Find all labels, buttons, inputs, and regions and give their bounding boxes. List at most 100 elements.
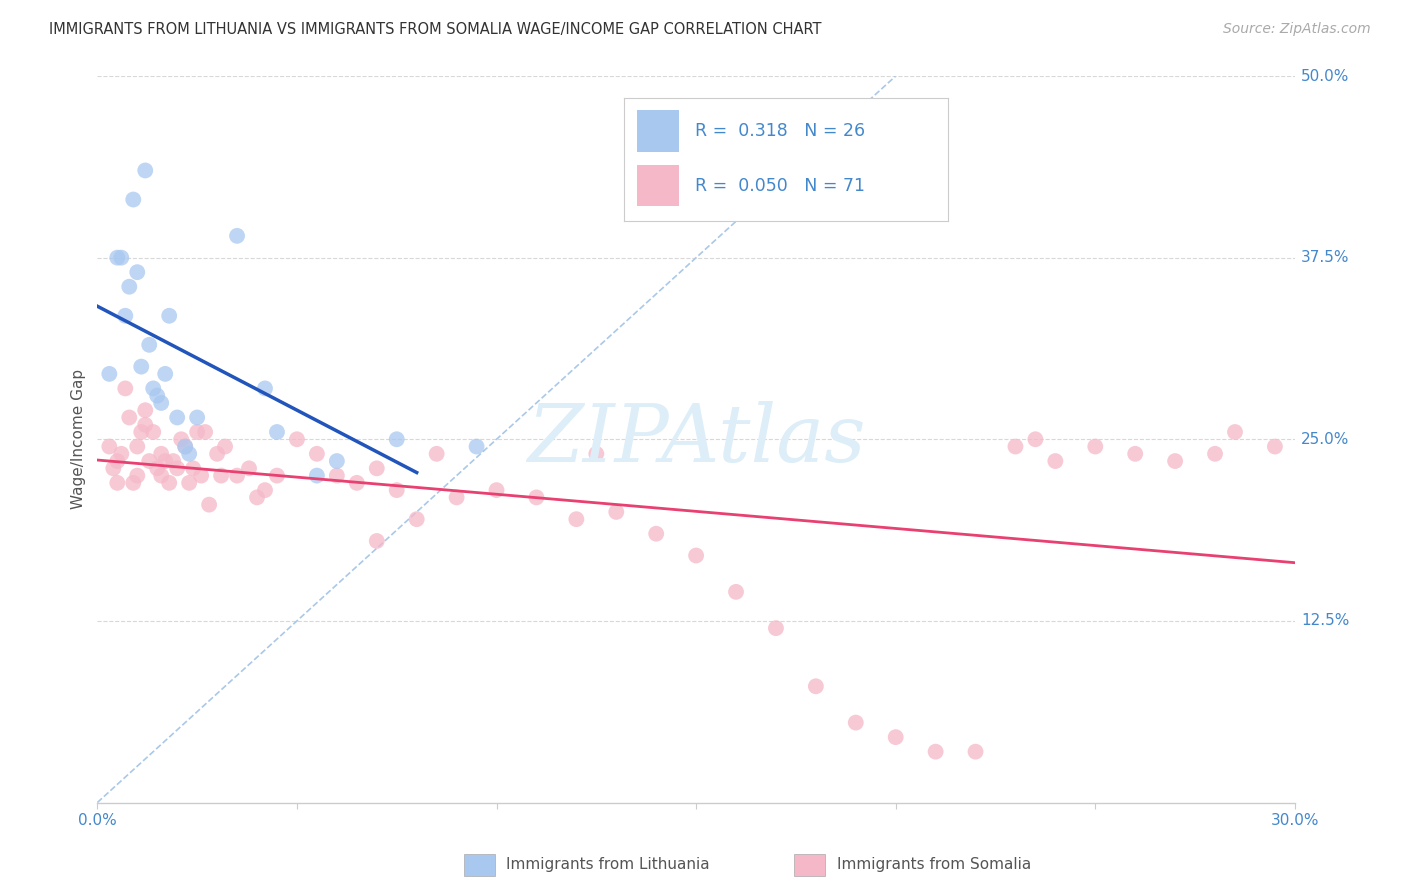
Point [605,505,627,519]
Point [804,679,827,693]
Point [884,730,907,744]
Point [209,468,232,483]
Text: IMMIGRANTS FROM LITHUANIA VS IMMIGRANTS FROM SOMALIA WAGE/INCOME GAP CORRELATION: IMMIGRANTS FROM LITHUANIA VS IMMIGRANTS … [49,22,821,37]
Text: 25.0%: 25.0% [1301,432,1350,447]
Text: Immigrants from Lithuania: Immigrants from Lithuania [506,857,710,872]
Point [1004,440,1026,454]
Point [98,367,121,381]
Point [179,475,201,490]
Point [110,251,132,265]
Point [465,440,488,454]
Point [1123,447,1146,461]
Point [526,491,548,505]
Point [326,468,349,483]
Point [186,425,208,439]
Point [446,491,468,505]
Text: Immigrants from Somalia: Immigrants from Somalia [837,857,1031,872]
Point [253,381,276,395]
Point [366,461,388,475]
Point [150,396,173,410]
Point [174,440,197,454]
Point [118,279,141,293]
Point [924,745,946,759]
Point [127,468,149,483]
Point [226,228,249,243]
Text: Source: ZipAtlas.com: Source: ZipAtlas.com [1223,22,1371,37]
Point [246,491,269,505]
Point [105,251,128,265]
Point [485,483,508,497]
Point [1223,425,1246,439]
Text: 12.5%: 12.5% [1301,614,1350,628]
Point [205,447,228,461]
Point [134,163,156,178]
Point [174,440,197,454]
Point [122,193,145,207]
Point [266,468,288,483]
Point [150,447,173,461]
Point [150,468,173,483]
Point [146,461,169,475]
Point [1204,447,1226,461]
Point [285,432,308,446]
Point [142,381,165,395]
Point [194,425,217,439]
Point [190,468,212,483]
Point [346,475,368,490]
Point [138,338,160,352]
Point [134,403,156,417]
Point [198,498,221,512]
Point [98,440,121,454]
Point [585,447,607,461]
Point [238,461,260,475]
Point [142,425,165,439]
Point [765,621,787,635]
Point [965,745,987,759]
Point [105,475,128,490]
Point [1045,454,1067,468]
Text: 50.0%: 50.0% [1301,69,1350,84]
Point [114,309,136,323]
Point [845,715,868,730]
Point [127,265,149,279]
Point [305,447,328,461]
Point [129,425,152,439]
Text: ZIPAtlas: ZIPAtlas [527,401,865,478]
Point [1264,440,1286,454]
Point [186,410,208,425]
Point [253,483,276,497]
Point [405,512,427,526]
Point [146,389,169,403]
Point [170,432,193,446]
Point [122,475,145,490]
Point [166,461,188,475]
Point [724,584,747,599]
Point [685,549,707,563]
Point [157,309,180,323]
Point [181,461,204,475]
Point [155,367,177,381]
Point [155,454,177,468]
Point [179,447,201,461]
Point [426,447,449,461]
Point [266,425,288,439]
Y-axis label: Wage/Income Gap: Wage/Income Gap [72,369,86,509]
Point [1084,440,1107,454]
Point [214,440,236,454]
Point [385,432,408,446]
Point [118,410,141,425]
Point [1164,454,1187,468]
Point [166,410,188,425]
Point [114,381,136,395]
Point [565,512,588,526]
Point [326,454,349,468]
Point [134,417,156,432]
Point [385,483,408,497]
Point [127,440,149,454]
Point [305,468,328,483]
Point [645,526,668,541]
Point [1024,432,1046,446]
Point [162,454,184,468]
Point [103,461,125,475]
Point [110,447,132,461]
